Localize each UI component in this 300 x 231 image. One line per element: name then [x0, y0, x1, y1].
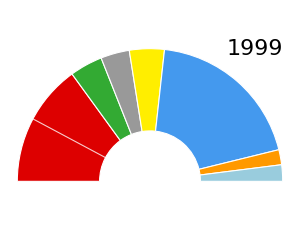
Wedge shape	[101, 51, 142, 135]
Wedge shape	[199, 150, 282, 175]
Wedge shape	[129, 49, 165, 132]
Text: 1999: 1999	[226, 39, 283, 59]
Wedge shape	[17, 75, 120, 182]
Wedge shape	[155, 50, 279, 170]
Wedge shape	[200, 165, 283, 182]
Wedge shape	[72, 59, 131, 141]
